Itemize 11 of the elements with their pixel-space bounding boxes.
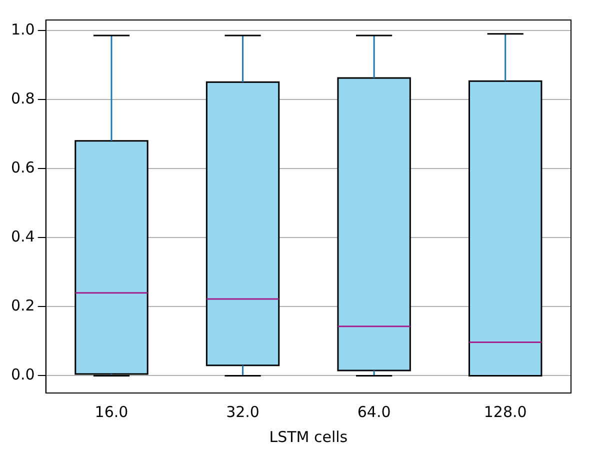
x-tick-label: 64.0: [357, 402, 391, 421]
y-tick-label: 1.0: [10, 20, 35, 38]
x-tick-label: 32.0: [226, 402, 260, 421]
x-tick-label: 16.0: [94, 402, 128, 421]
y-tick-label: 0.8: [10, 89, 35, 108]
x-tick-label: 128.0: [484, 402, 527, 421]
x-axis-title: LSTM cells: [269, 428, 348, 446]
y-tick-label: 0.6: [10, 158, 35, 176]
y-tick-label: 0.4: [10, 227, 35, 246]
y-tick-label: 0.0: [10, 366, 35, 384]
y-tick-label: 0.2: [10, 296, 35, 315]
